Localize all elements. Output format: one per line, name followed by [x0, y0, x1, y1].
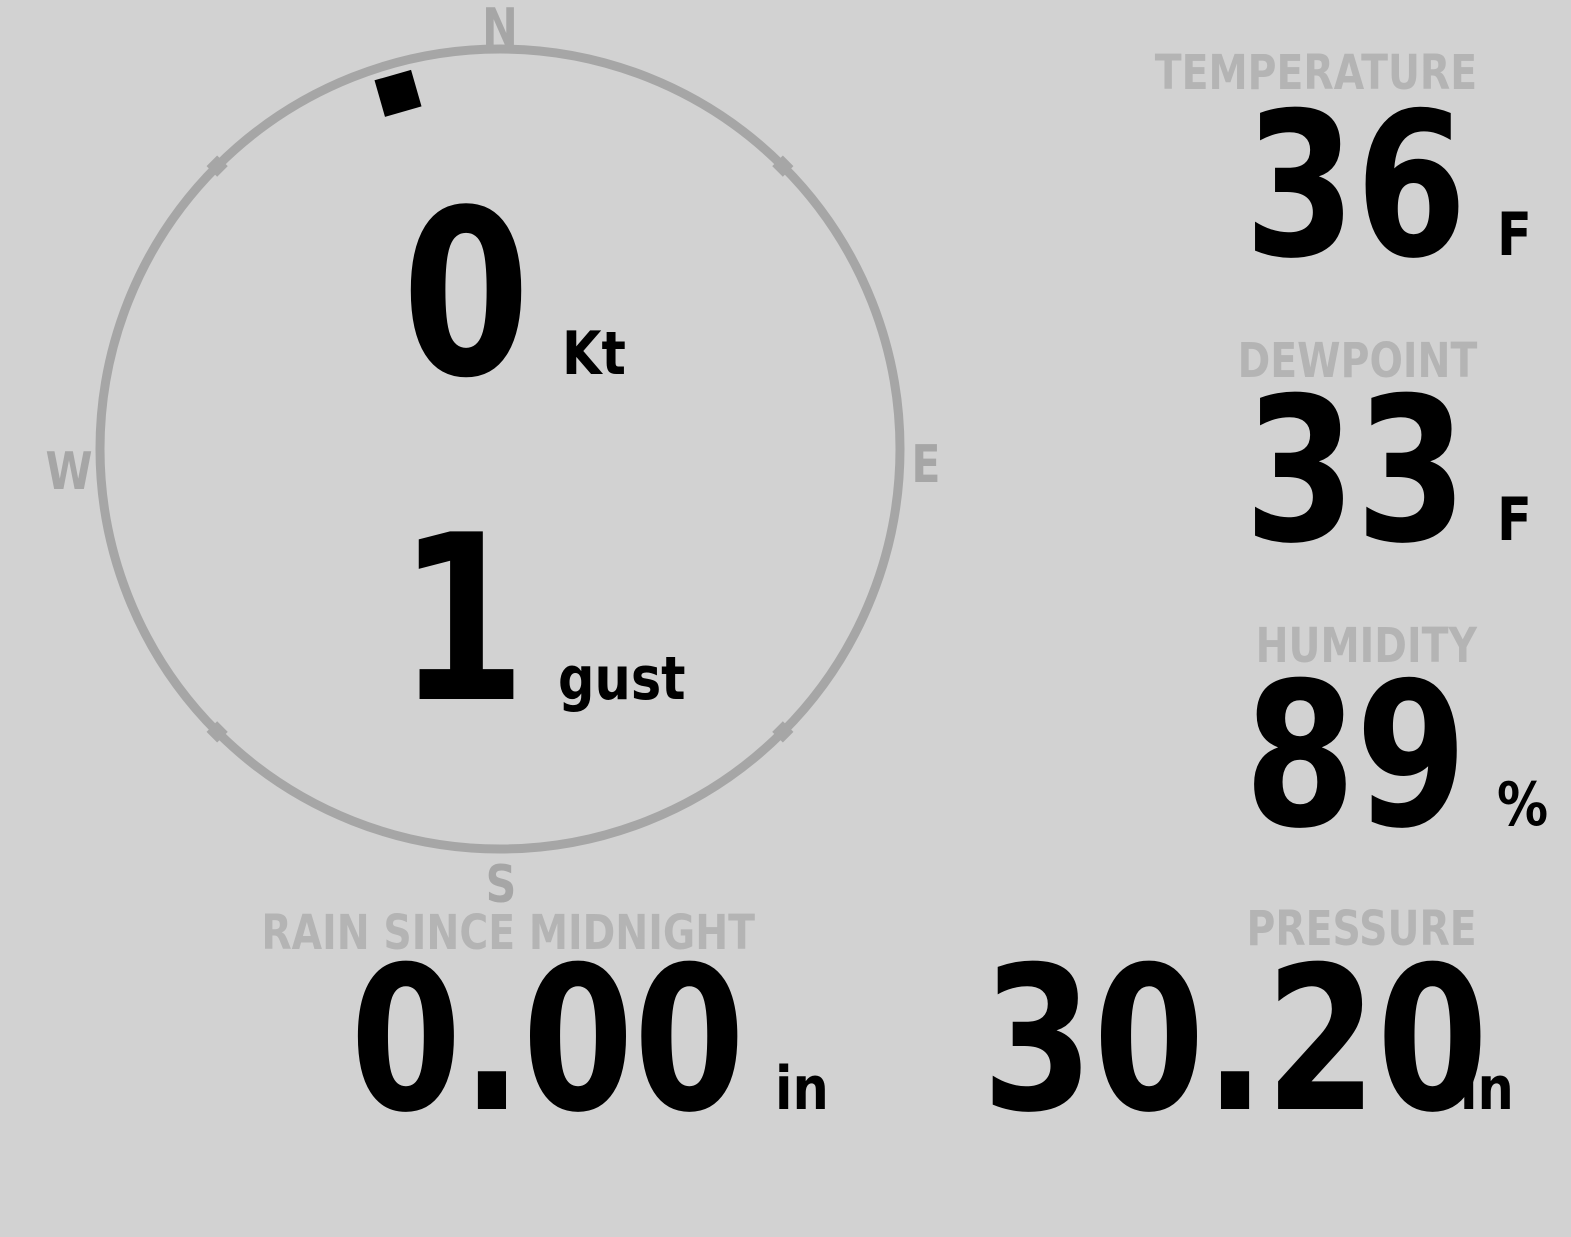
temperature-readout: 36 F — [907, 87, 1538, 287]
compass-ring-svg — [95, 44, 905, 854]
temperature-unit: F — [1497, 200, 1532, 270]
compass-tick-se — [772, 721, 794, 743]
wind-gust-value: 1 — [398, 487, 527, 754]
dewpoint-readout: 33 F — [907, 372, 1538, 572]
humidity-unit: % — [1497, 770, 1549, 840]
compass-label-west: W — [45, 442, 93, 502]
humidity-value: 89 — [1244, 640, 1467, 873]
temperature-label: TEMPERATURE — [1154, 45, 1477, 101]
dewpoint-value: 33 — [1244, 355, 1467, 588]
compass-tick-sw — [206, 721, 228, 743]
rain-since-midnight-unit: in — [775, 1054, 829, 1124]
rain-since-midnight-readout: 0.00 in — [185, 941, 838, 1141]
compass-intercardinal-ticks — [206, 155, 794, 743]
pressure-label: PRESSURE — [1246, 901, 1477, 957]
wind-direction-marker-square — [374, 69, 422, 117]
dewpoint-label: DEWPOINT — [1237, 333, 1477, 389]
humidity-label: HUMIDITY — [1255, 618, 1477, 674]
temperature-value: 36 — [1244, 70, 1467, 303]
wind-gust-readout: 1 gust — [398, 506, 708, 736]
wind-speed-value: 0 — [402, 162, 531, 429]
compass-label-north: N — [482, 0, 518, 58]
pressure-readout: 30.20 in — [870, 941, 1523, 1141]
compass-label-east: E — [911, 435, 941, 495]
wind-speed-readout: 0 Kt — [402, 181, 637, 411]
dewpoint-unit: F — [1497, 485, 1532, 555]
pressure-value: 30.20 — [982, 924, 1489, 1157]
compass-tick-ne — [772, 155, 794, 177]
compass-ring — [95, 44, 905, 854]
wind-gust-unit: gust — [558, 644, 686, 714]
wind-speed-unit: Kt — [562, 319, 626, 389]
rain-since-midnight-value: 0.00 — [350, 924, 745, 1157]
wind-direction-marker — [374, 69, 422, 117]
compass-tick-nw — [206, 155, 228, 177]
pressure-unit: in — [1460, 1054, 1514, 1124]
compass-label-south: S — [485, 855, 517, 915]
rain-since-midnight-label: RAIN SINCE MIDNIGHT — [261, 905, 755, 961]
humidity-readout: 89 % — [907, 657, 1557, 857]
